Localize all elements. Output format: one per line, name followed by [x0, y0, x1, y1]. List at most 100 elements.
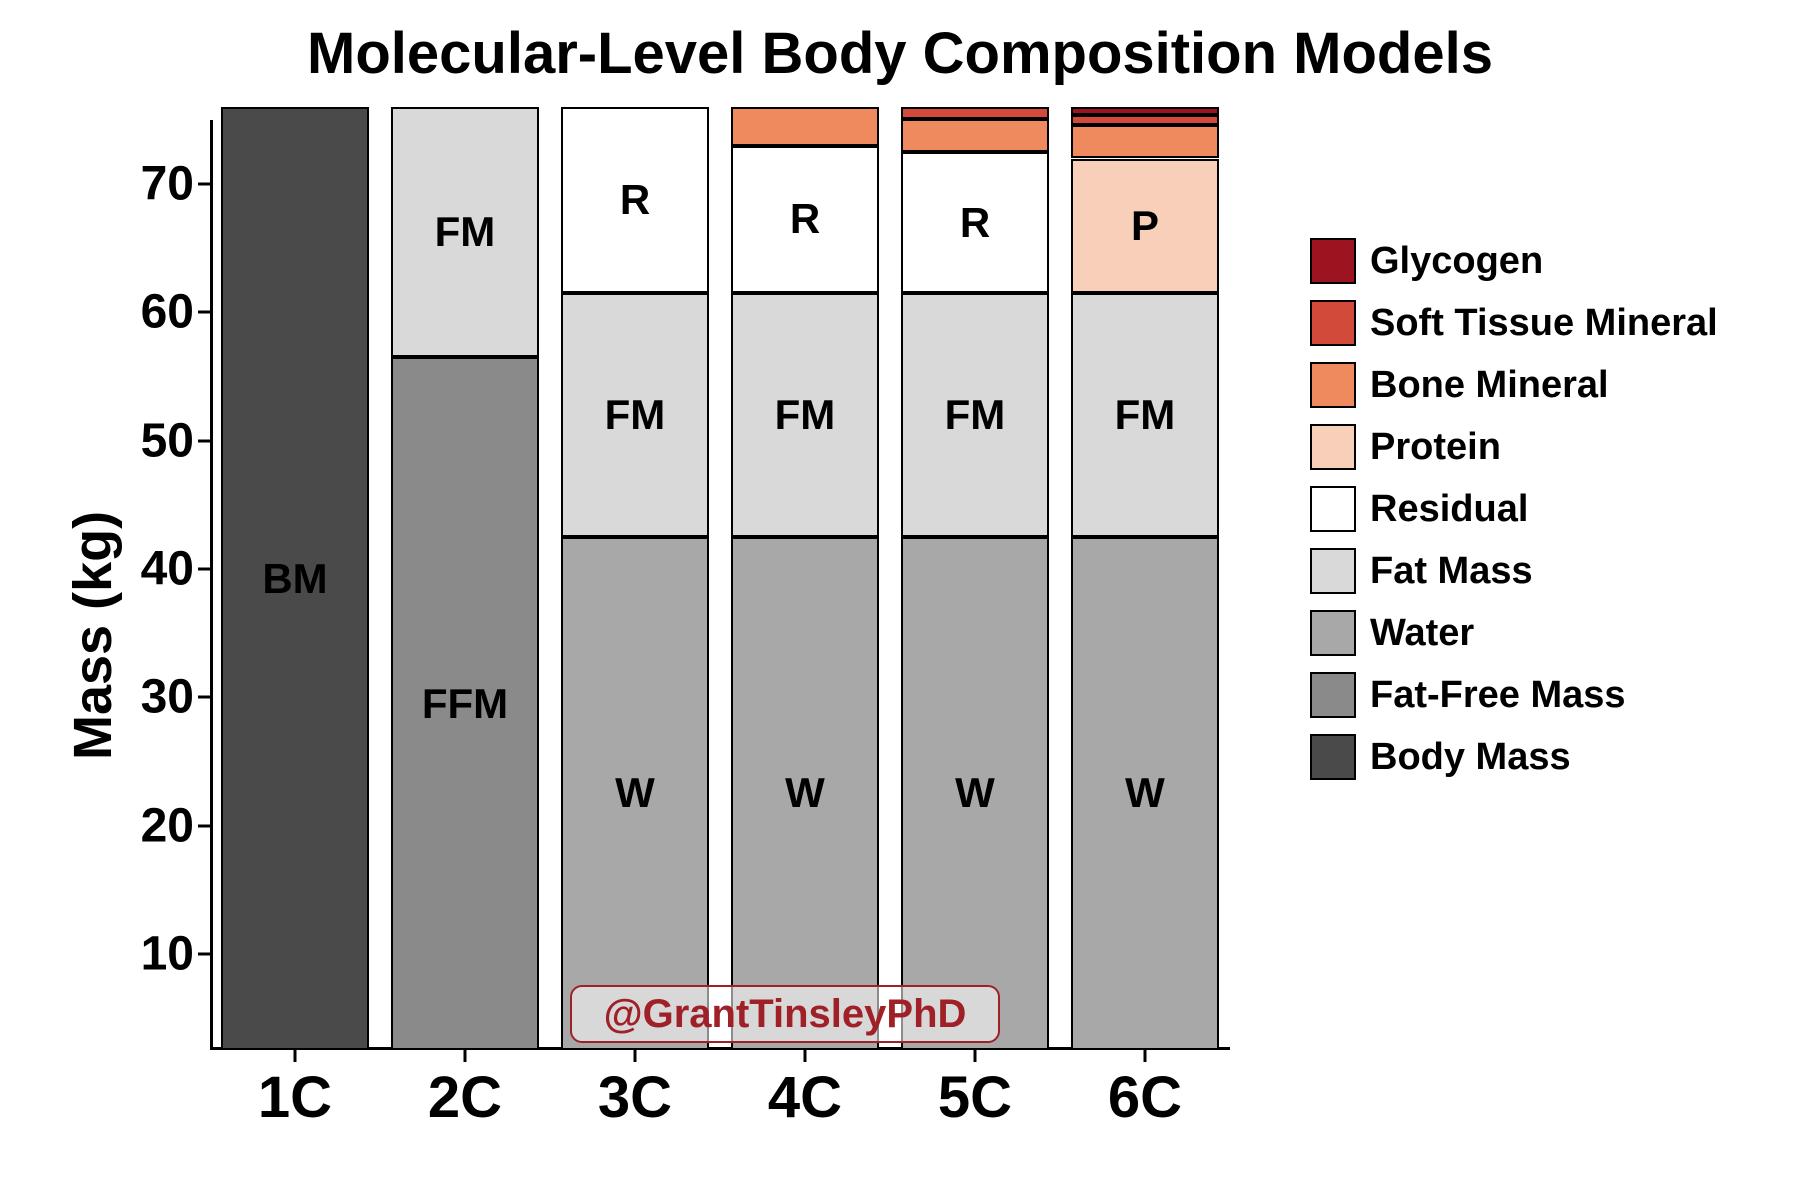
legend-swatch — [1310, 300, 1356, 346]
x-tick-mark — [294, 1050, 297, 1062]
bar-segment: P — [1071, 159, 1219, 294]
y-tick-mark — [198, 183, 210, 186]
segment-label: FM — [775, 391, 836, 439]
y-tick-mark — [198, 952, 210, 955]
legend-label: Residual — [1370, 488, 1528, 531]
bar-segment — [1071, 107, 1219, 115]
bar-segment — [901, 107, 1049, 119]
y-tick-mark — [198, 567, 210, 570]
bar-segment: R — [731, 146, 879, 294]
x-tick-label: 6C — [1108, 1064, 1182, 1131]
y-tick-label: 30 — [141, 670, 194, 725]
y-tick-mark — [198, 824, 210, 827]
bar-segment: BM — [221, 107, 369, 1050]
y-tick-mark — [198, 439, 210, 442]
segment-label: FM — [605, 391, 666, 439]
segment-label: W — [615, 769, 655, 817]
legend-swatch — [1310, 610, 1356, 656]
legend-item: Glycogen — [1310, 230, 1718, 292]
legend-swatch — [1310, 424, 1356, 470]
bar-segment — [731, 107, 879, 145]
x-tick-mark — [1144, 1050, 1147, 1062]
segment-label: R — [620, 176, 650, 224]
y-axis-line — [210, 120, 213, 1050]
bar-segment: W — [1071, 537, 1219, 1050]
stacked-bar: BM — [221, 120, 369, 1050]
legend-label: Body Mass — [1370, 736, 1571, 779]
y-axis-label: Mass (kg) — [62, 511, 124, 760]
bar-segment: FM — [391, 107, 539, 357]
segment-label: W — [785, 769, 825, 817]
bar-segment: W — [901, 537, 1049, 1050]
segment-label: R — [960, 199, 990, 247]
chart-title: Molecular-Level Body Composition Models — [0, 20, 1800, 87]
x-tick-label: 2C — [428, 1064, 502, 1131]
legend-label: Glycogen — [1370, 240, 1543, 283]
legend: Glycogen Soft Tissue Mineral Bone Mineral P… — [1310, 230, 1718, 788]
legend-item: Fat-Free Mass — [1310, 664, 1718, 726]
x-tick-mark — [804, 1050, 807, 1062]
segment-label: FM — [435, 208, 496, 256]
x-tick-label: 4C — [768, 1064, 842, 1131]
stacked-bar: W FM P — [1071, 120, 1219, 1050]
bar-segment: FM — [1071, 293, 1219, 537]
segment-label: R — [790, 195, 820, 243]
y-tick-label: 70 — [141, 157, 194, 212]
x-tick-label: 3C — [598, 1064, 672, 1131]
y-tick-mark — [198, 311, 210, 314]
legend-item: Fat Mass — [1310, 540, 1718, 602]
legend-item: Soft Tissue Mineral — [1310, 292, 1718, 354]
legend-label: Fat-Free Mass — [1370, 674, 1626, 717]
bar-segment: FM — [561, 293, 709, 537]
bar-segment: FM — [731, 293, 879, 537]
legend-item: Residual — [1310, 478, 1718, 540]
bar-segment — [1071, 125, 1219, 158]
bar-segment: FM — [901, 293, 1049, 537]
legend-label: Protein — [1370, 426, 1501, 469]
segment-label: FM — [945, 391, 1006, 439]
legend-swatch — [1310, 672, 1356, 718]
segment-label: FM — [1115, 391, 1176, 439]
legend-item: Water — [1310, 602, 1718, 664]
y-tick-label: 10 — [141, 926, 194, 981]
legend-label: Fat Mass — [1370, 550, 1533, 593]
stacked-bar: W FM R — [731, 120, 879, 1050]
stacked-bar: FFM FM — [391, 120, 539, 1050]
stacked-bar: W FM R — [901, 120, 1049, 1050]
x-tick-mark — [974, 1050, 977, 1062]
legend-label: Water — [1370, 612, 1474, 655]
legend-item: Bone Mineral — [1310, 354, 1718, 416]
segment-label: P — [1131, 202, 1159, 250]
legend-item: Protein — [1310, 416, 1718, 478]
x-tick-label: 1C — [258, 1064, 332, 1131]
y-tick-label: 50 — [141, 413, 194, 468]
stacked-bar: W FM R — [561, 120, 709, 1050]
legend-swatch — [1310, 238, 1356, 284]
y-tick-label: 40 — [141, 541, 194, 596]
segment-label: FFM — [422, 680, 508, 728]
bar-segment: FFM — [391, 357, 539, 1050]
x-tick-label: 5C — [938, 1064, 1012, 1131]
bar-segment — [1071, 115, 1219, 125]
y-tick-label: 20 — [141, 798, 194, 853]
segment-label: W — [1125, 769, 1165, 817]
legend-swatch — [1310, 548, 1356, 594]
watermark-badge: @GrantTinsleyPhD — [570, 985, 1000, 1043]
legend-item: Body Mass — [1310, 726, 1718, 788]
bar-segment: R — [901, 152, 1049, 293]
bar-segment: W — [731, 537, 879, 1050]
x-tick-mark — [464, 1050, 467, 1062]
segment-label: W — [955, 769, 995, 817]
segment-label: BM — [262, 555, 327, 603]
plot-area: 102030405060701CBM2CFFMFM3CWFMR4CWFMR5CW… — [210, 120, 1230, 1050]
x-tick-mark — [634, 1050, 637, 1062]
legend-label: Bone Mineral — [1370, 364, 1609, 407]
y-tick-label: 60 — [141, 285, 194, 340]
legend-swatch — [1310, 486, 1356, 532]
bar-segment: W — [561, 537, 709, 1050]
legend-label: Soft Tissue Mineral — [1370, 302, 1718, 345]
bar-segment: R — [561, 107, 709, 293]
y-tick-mark — [198, 696, 210, 699]
legend-swatch — [1310, 734, 1356, 780]
bar-segment — [901, 119, 1049, 152]
